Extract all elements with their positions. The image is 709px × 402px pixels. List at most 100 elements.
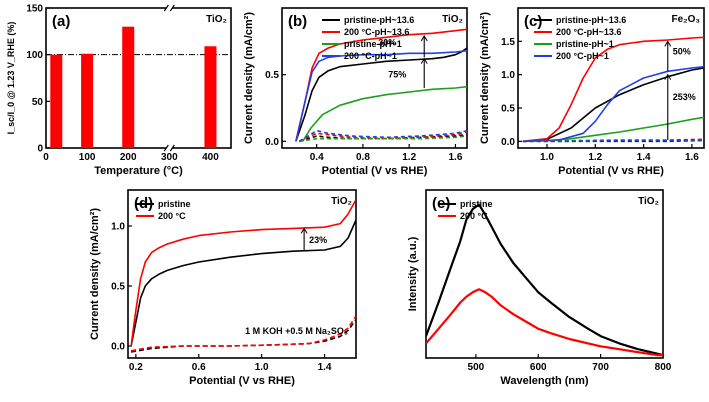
y-tick-label: 0 <box>37 144 43 155</box>
x-tick-label: 500 <box>468 362 485 373</box>
annotation: 253% <box>673 92 696 102</box>
series-line <box>522 67 704 143</box>
panel-2 <box>517 7 705 149</box>
series-line <box>426 203 663 357</box>
y-tick-label: 1.5 <box>501 37 515 48</box>
x-tick-label: 400 <box>202 152 219 163</box>
y-axis-label: Intensity (a.u.) <box>407 236 419 311</box>
x-axis-label: Potential (V vs RHE) <box>322 165 428 177</box>
x-tick-label: 0.2 <box>129 362 143 373</box>
legend-entry: 200 °C-pH~13.6 <box>556 27 621 37</box>
axis-break-mark <box>169 4 175 12</box>
dark-current-line <box>299 135 467 143</box>
arrow-head <box>664 40 672 47</box>
plot-frame <box>281 7 468 149</box>
x-tick-label: 200 <box>120 152 137 163</box>
panel-label: (a) <box>52 13 70 30</box>
y-tick-label: 0.0 <box>265 137 279 148</box>
series-line <box>426 288 663 357</box>
y-tick-label: 0.5 <box>111 282 125 293</box>
arrow-head <box>420 35 428 42</box>
panel-label: (c) <box>524 13 542 30</box>
x-tick-label: 0.4 <box>310 152 324 163</box>
arrow-head <box>420 57 428 64</box>
y-axis-label: Current density (mA/cm²) <box>243 12 255 144</box>
series-line <box>522 65 704 143</box>
x-axis-label: Temperature (°C) <box>94 165 183 177</box>
x-tick-label: 1.2 <box>588 152 602 163</box>
x-axis-label: Wavelength (nm) <box>500 375 589 387</box>
annotation: 50% <box>673 47 691 57</box>
dark-current-line <box>298 129 467 142</box>
y-tick-label: 50 <box>32 97 44 108</box>
panel-3 <box>127 189 357 359</box>
y-tick-label: 1.0 <box>111 222 125 233</box>
bar <box>50 54 63 148</box>
legend-entry: pristine <box>158 199 191 209</box>
plot-frame <box>127 189 357 359</box>
annotation: 30% <box>378 37 396 47</box>
bar <box>81 53 94 148</box>
panel-0 <box>45 4 232 152</box>
series-line <box>295 47 467 142</box>
material-label: TiO₂ <box>206 14 227 25</box>
bar <box>204 46 217 149</box>
legend-entry: pristine-pH~13.6 <box>556 15 626 25</box>
panel-1 <box>281 7 468 149</box>
legend-entry: pristine <box>460 199 493 209</box>
panel-label: (d) <box>134 195 153 212</box>
y-axis-label: Current density (mA/cm²) <box>89 208 101 340</box>
material-label: Fe₂O₃ <box>671 14 700 25</box>
legend-entry: 200 °C-pH~1 <box>556 51 609 61</box>
material-label: TiO₂ <box>638 196 659 207</box>
legend-entry: pristine-pH~1 <box>556 39 614 49</box>
y-tick-label: 0.0 <box>111 342 125 353</box>
x-tick-label: 1.0 <box>540 152 554 163</box>
material-label: TiO₂ <box>442 14 463 25</box>
series-line <box>522 36 704 143</box>
axis-break-mark <box>163 4 169 12</box>
series-line <box>295 49 467 142</box>
x-tick-label: 1.2 <box>402 152 416 163</box>
x-tick-label: 0.6 <box>192 362 206 373</box>
legend-entry: pristine-pH~13.6 <box>344 15 414 25</box>
x-tick-label: 1.0 <box>255 362 269 373</box>
dark-current-line <box>130 315 356 352</box>
x-axis-label: Potential (V vs RHE) <box>189 375 295 387</box>
legend-entry: 200 °C <box>460 211 488 221</box>
x-axis-label: Potential (V vs RHE) <box>558 165 664 177</box>
arrow-head <box>664 73 672 80</box>
y-axis-label: Current density (mA/cm²) <box>479 12 491 144</box>
axis-break-mark <box>163 144 169 152</box>
axis-break-gap <box>166 4 173 12</box>
dark-current-line <box>298 131 467 143</box>
legend-entry: 200 °C <box>158 211 186 221</box>
x-tick-label: 800 <box>655 362 672 373</box>
legend-entry: 200 °C-pH~13.6 <box>344 27 409 37</box>
series-line <box>302 85 467 142</box>
series-line <box>130 199 356 347</box>
axis-break-gap <box>166 144 173 152</box>
y-axis-label: I_sc/I_0 @ 1.23 V_RHE (%) <box>6 22 16 135</box>
axis-break-mark <box>169 144 175 152</box>
panel-4 <box>425 189 664 359</box>
legend-entry: 200 °C-pH~1 <box>344 51 397 61</box>
panel-label: (b) <box>288 13 307 30</box>
x-tick-label: 100 <box>79 152 96 163</box>
y-tick-label: 100 <box>26 50 43 61</box>
x-tick-label: 300 <box>161 152 178 163</box>
bar <box>122 26 135 149</box>
x-tick-label: 1.4 <box>637 152 651 163</box>
x-tick-label: 1.6 <box>448 152 462 163</box>
arrow-head <box>300 227 308 234</box>
x-tick-label: 0.8 <box>356 152 370 163</box>
electrolyte-note: 1 M KOH +0.5 M Na₂SO₃ <box>245 326 348 336</box>
x-tick-label: 1.4 <box>318 362 332 373</box>
x-tick-label: 600 <box>530 362 547 373</box>
x-tick-label: 0 <box>43 152 49 163</box>
annotation: 23% <box>309 235 327 245</box>
legend-entry: pristine-pH~1 <box>344 39 402 49</box>
annotation: 75% <box>388 69 406 79</box>
material-label: TiO₂ <box>331 196 352 207</box>
